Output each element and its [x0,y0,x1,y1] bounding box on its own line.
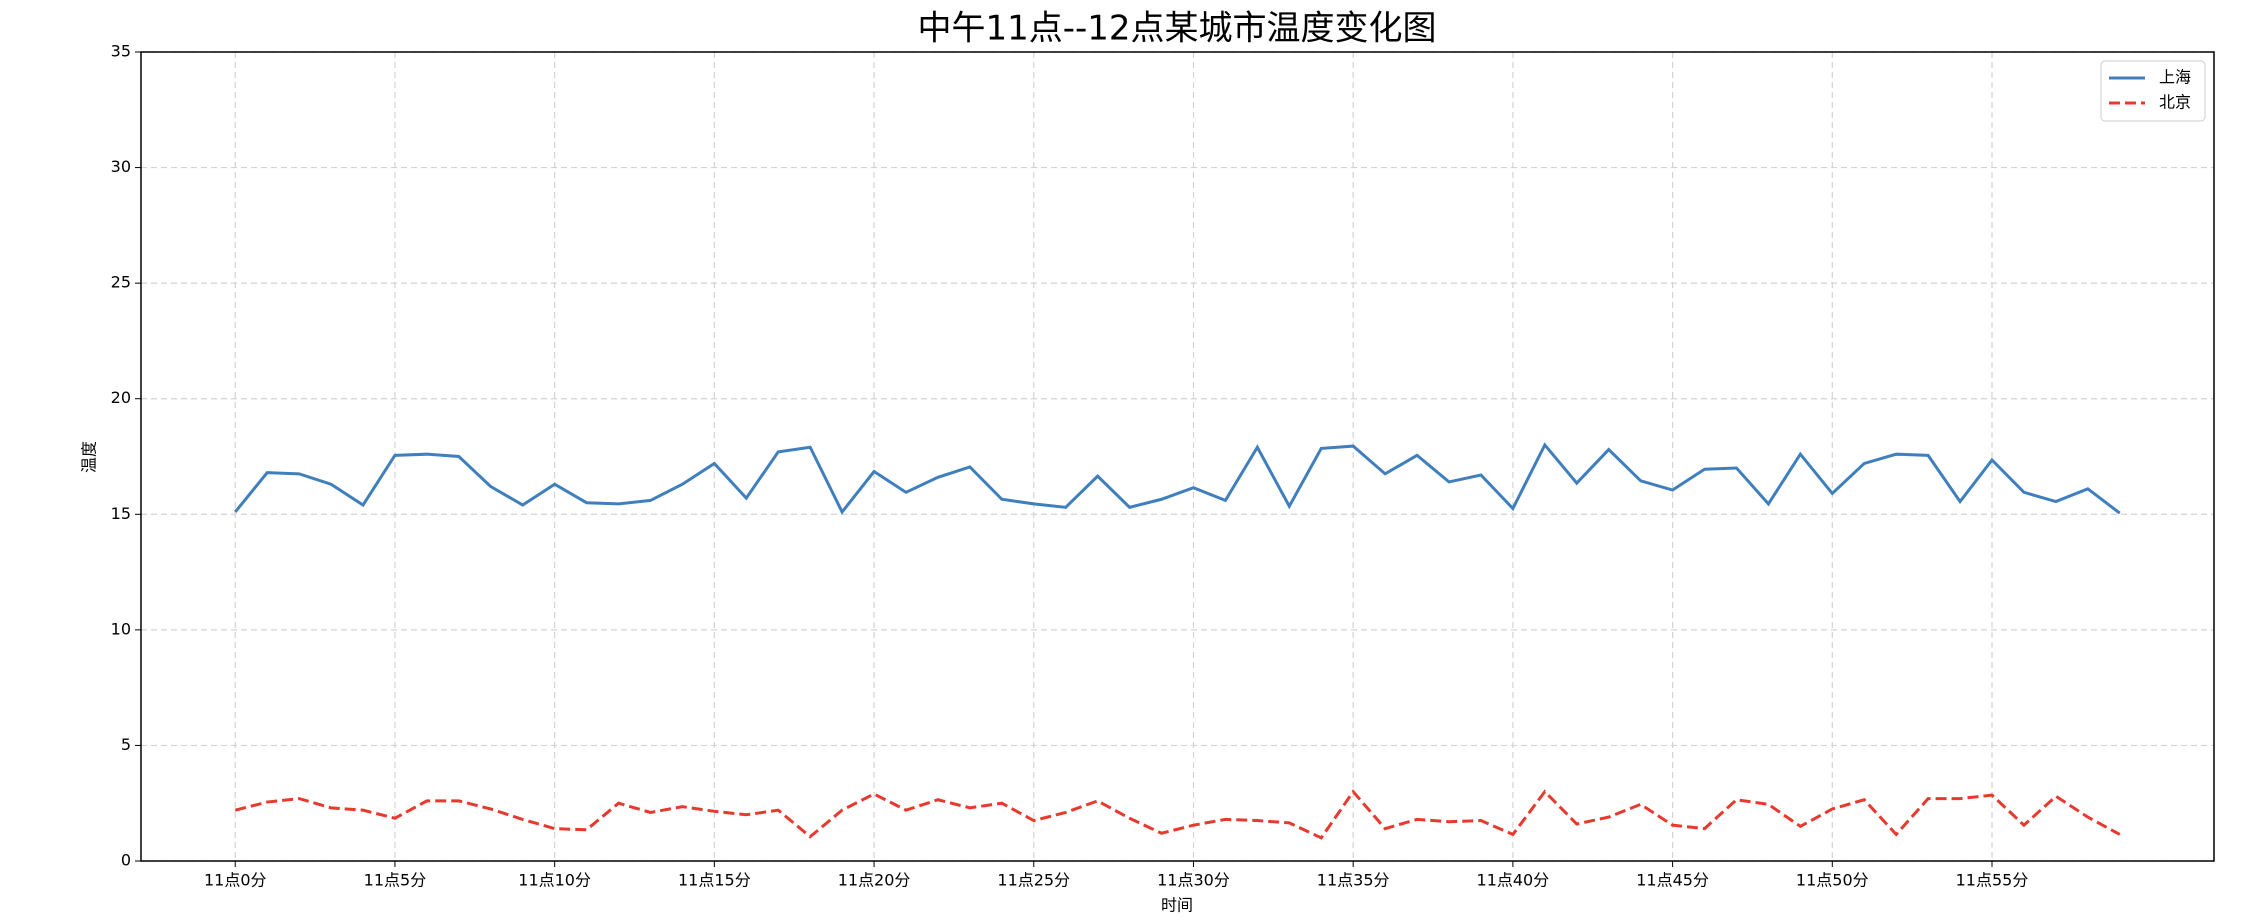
x-tick-label: 11点0分 [204,871,267,890]
x-tick-label: 11点45分 [1636,871,1709,890]
plot-frame [140,51,2215,862]
legend-label: 北京 [2159,93,2191,112]
chart-title: 中午11点--12点某城市温度变化图 [917,9,1436,49]
y-tick-label: 0 [121,851,131,870]
x-tick-label: 11点15分 [678,871,751,890]
legend-label: 上海 [2159,68,2191,87]
x-tick-label: 11点5分 [364,871,427,890]
x-tick-label: 11点20分 [838,871,911,890]
x-tick-label: 11点40分 [1477,871,1550,890]
x-axis-label: 时间 [1161,896,1193,915]
series-line [234,789,2121,840]
y-tick-label: 30 [111,157,131,176]
x-tick-label: 11点10分 [518,871,591,890]
y-axis-label: 温度 [80,441,99,473]
x-tick-label: 11点30分 [1157,871,1230,890]
y-tick-label: 5 [121,735,131,754]
x-tick-label: 11点35分 [1317,871,1390,890]
y-tick-label: 25 [111,273,131,292]
y-tick-label: 15 [111,504,131,523]
x-tick-label: 11点25分 [997,871,1070,890]
x-tick-label: 11点55分 [1956,871,2029,890]
y-tick-label: 20 [111,388,131,407]
series-line [234,442,2121,515]
y-tick-label: 35 [111,42,131,61]
legend-box [2100,60,2206,122]
y-tick-label: 10 [111,619,131,638]
x-tick-label: 11点50分 [1796,871,1869,890]
